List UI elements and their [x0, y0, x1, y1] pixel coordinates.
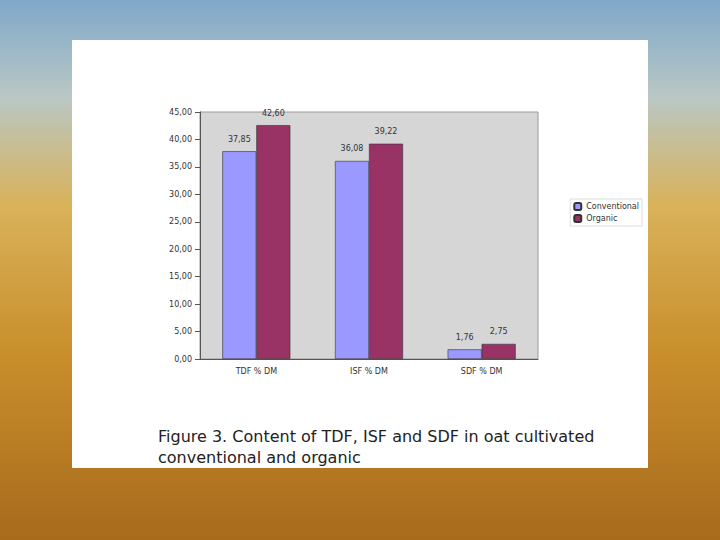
svg-text:35,00: 35,00 [169, 162, 192, 171]
svg-text:15,00: 15,00 [169, 272, 192, 281]
svg-text:25,00: 25,00 [169, 217, 192, 226]
svg-text:5,00: 5,00 [174, 327, 192, 336]
svg-text:37,85: 37,85 [228, 135, 251, 144]
svg-text:ISF % DM: ISF % DM [350, 367, 388, 376]
svg-text:20,00: 20,00 [169, 245, 192, 254]
html-text:Figure 3. Content of TDF, ISF: Figure 3. Content of TDF, ISF and SDF in… [158, 427, 595, 467]
svg-text:36,08: 36,08 [341, 144, 364, 153]
svg-text:1,76: 1,76 [456, 333, 474, 342]
svg-text:42,60: 42,60 [262, 109, 285, 118]
svg-text:40,00: 40,00 [169, 135, 192, 144]
svg-text:Organic: Organic [586, 214, 617, 223]
svg-text:10,00: 10,00 [169, 300, 192, 309]
svg-text:0,00: 0,00 [174, 355, 192, 364]
svg-text:2,75: 2,75 [490, 327, 508, 336]
svg-text:39,22: 39,22 [375, 127, 398, 136]
svg-text:30,00: 30,00 [169, 190, 192, 199]
svg-text:45,00: 45,00 [169, 108, 192, 117]
svg-text:Conventional: Conventional [586, 202, 639, 211]
svg-text:TDF % DM: TDF % DM [235, 367, 277, 376]
svg-text:SDF % DM: SDF % DM [461, 367, 503, 376]
